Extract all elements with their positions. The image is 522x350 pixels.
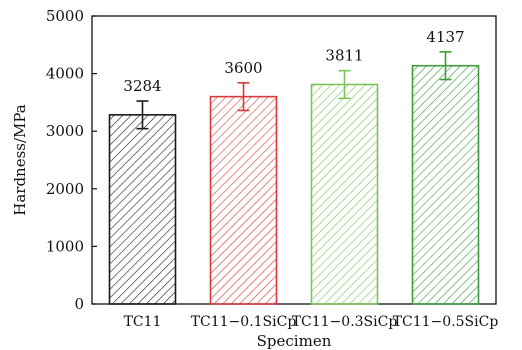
- x-category-label: TC11−0.3SiCp: [292, 314, 398, 330]
- error-bars: [136, 51, 452, 130]
- y-tick-label: 2000: [46, 180, 84, 198]
- bars: [108, 64, 480, 305]
- y-axis-title: Hardness/MPa: [11, 104, 29, 216]
- y-tick-label: 4000: [46, 65, 84, 83]
- data-label: 3811: [325, 47, 363, 65]
- y-tick-label: 1000: [46, 237, 84, 255]
- y-axis-ticks: 0 1000 2000 3000 4000 5000: [46, 7, 97, 313]
- data-label: 4137: [426, 28, 464, 46]
- plot-frame: [91, 15, 497, 305]
- x-axis-title: Specimen: [257, 332, 332, 350]
- bar: [209, 95, 278, 305]
- y-tick-label: 3000: [46, 122, 84, 140]
- bar: [411, 64, 480, 305]
- data-label: 3600: [224, 59, 262, 77]
- y-tick-label: 5000: [46, 7, 84, 25]
- y-tick-label: 0: [74, 295, 84, 313]
- data-label: 3284: [123, 77, 161, 95]
- bar: [108, 114, 177, 305]
- bar: [310, 83, 379, 305]
- data-labels: 3284 3600 3811 4137: [123, 28, 464, 95]
- x-category-label: TC11: [124, 314, 162, 330]
- x-category-label: TC11−0.1SiCp: [191, 314, 297, 330]
- x-category-label: TC11−0.5SiCp: [393, 314, 499, 330]
